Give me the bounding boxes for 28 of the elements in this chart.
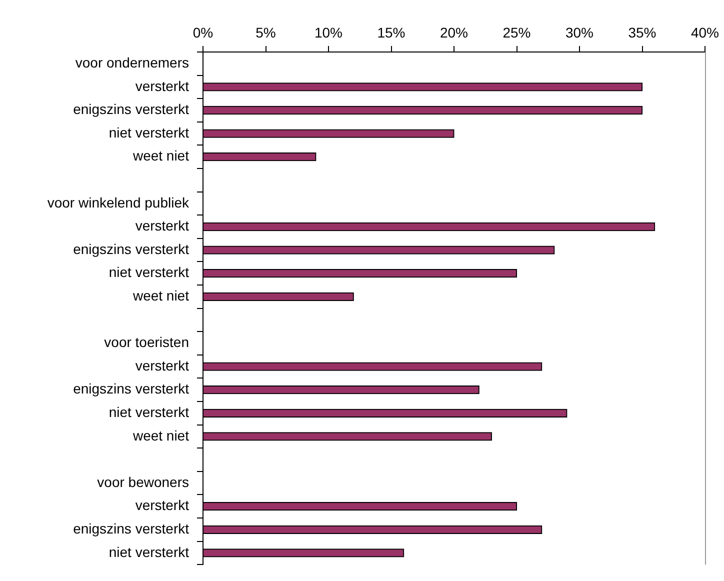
y-tick-label: versterkt xyxy=(135,357,190,374)
y-tick-label: voor toeristen xyxy=(104,334,189,350)
x-tick-label: 30% xyxy=(565,24,594,40)
y-tick-label: weet niet xyxy=(132,148,190,164)
x-tick-label: 10% xyxy=(314,24,343,40)
y-tick-label: voor bewoners xyxy=(97,474,189,490)
y-tick-label: niet versterkt xyxy=(108,264,190,280)
y-tick-label: enigszins versterkt xyxy=(73,101,190,118)
y-tick-label: enigszins versterkt xyxy=(73,240,190,257)
y-tick-label: niet versterkt xyxy=(108,544,190,560)
y-tick-label: versterkt xyxy=(135,497,190,514)
x-tick-label: 40% xyxy=(690,24,720,40)
x-tick-label: 35% xyxy=(628,24,656,40)
x-tick-label: 20% xyxy=(440,24,468,40)
y-tick-label: niet versterkt xyxy=(108,404,190,420)
y-tick-label: voor winkelend publiek xyxy=(47,194,190,210)
y-tick-label: weet niet xyxy=(132,427,190,444)
x-tick-label: 5% xyxy=(256,24,276,40)
y-tick-label: voor ondernemers xyxy=(75,54,189,71)
y-tick-label: versterkt xyxy=(135,78,190,94)
y-tick-label: versterkt xyxy=(135,218,190,234)
x-tick-label: 25% xyxy=(502,24,531,40)
y-tick-label: enigszins versterkt xyxy=(73,380,190,397)
y-tick-label: niet versterkt xyxy=(108,124,190,140)
y-tick-label: weet niet xyxy=(132,288,190,304)
x-tick-label: 15% xyxy=(377,24,406,40)
y-tick-label: enigszins versterkt xyxy=(73,520,190,537)
x-tick-label: 0% xyxy=(192,24,214,40)
